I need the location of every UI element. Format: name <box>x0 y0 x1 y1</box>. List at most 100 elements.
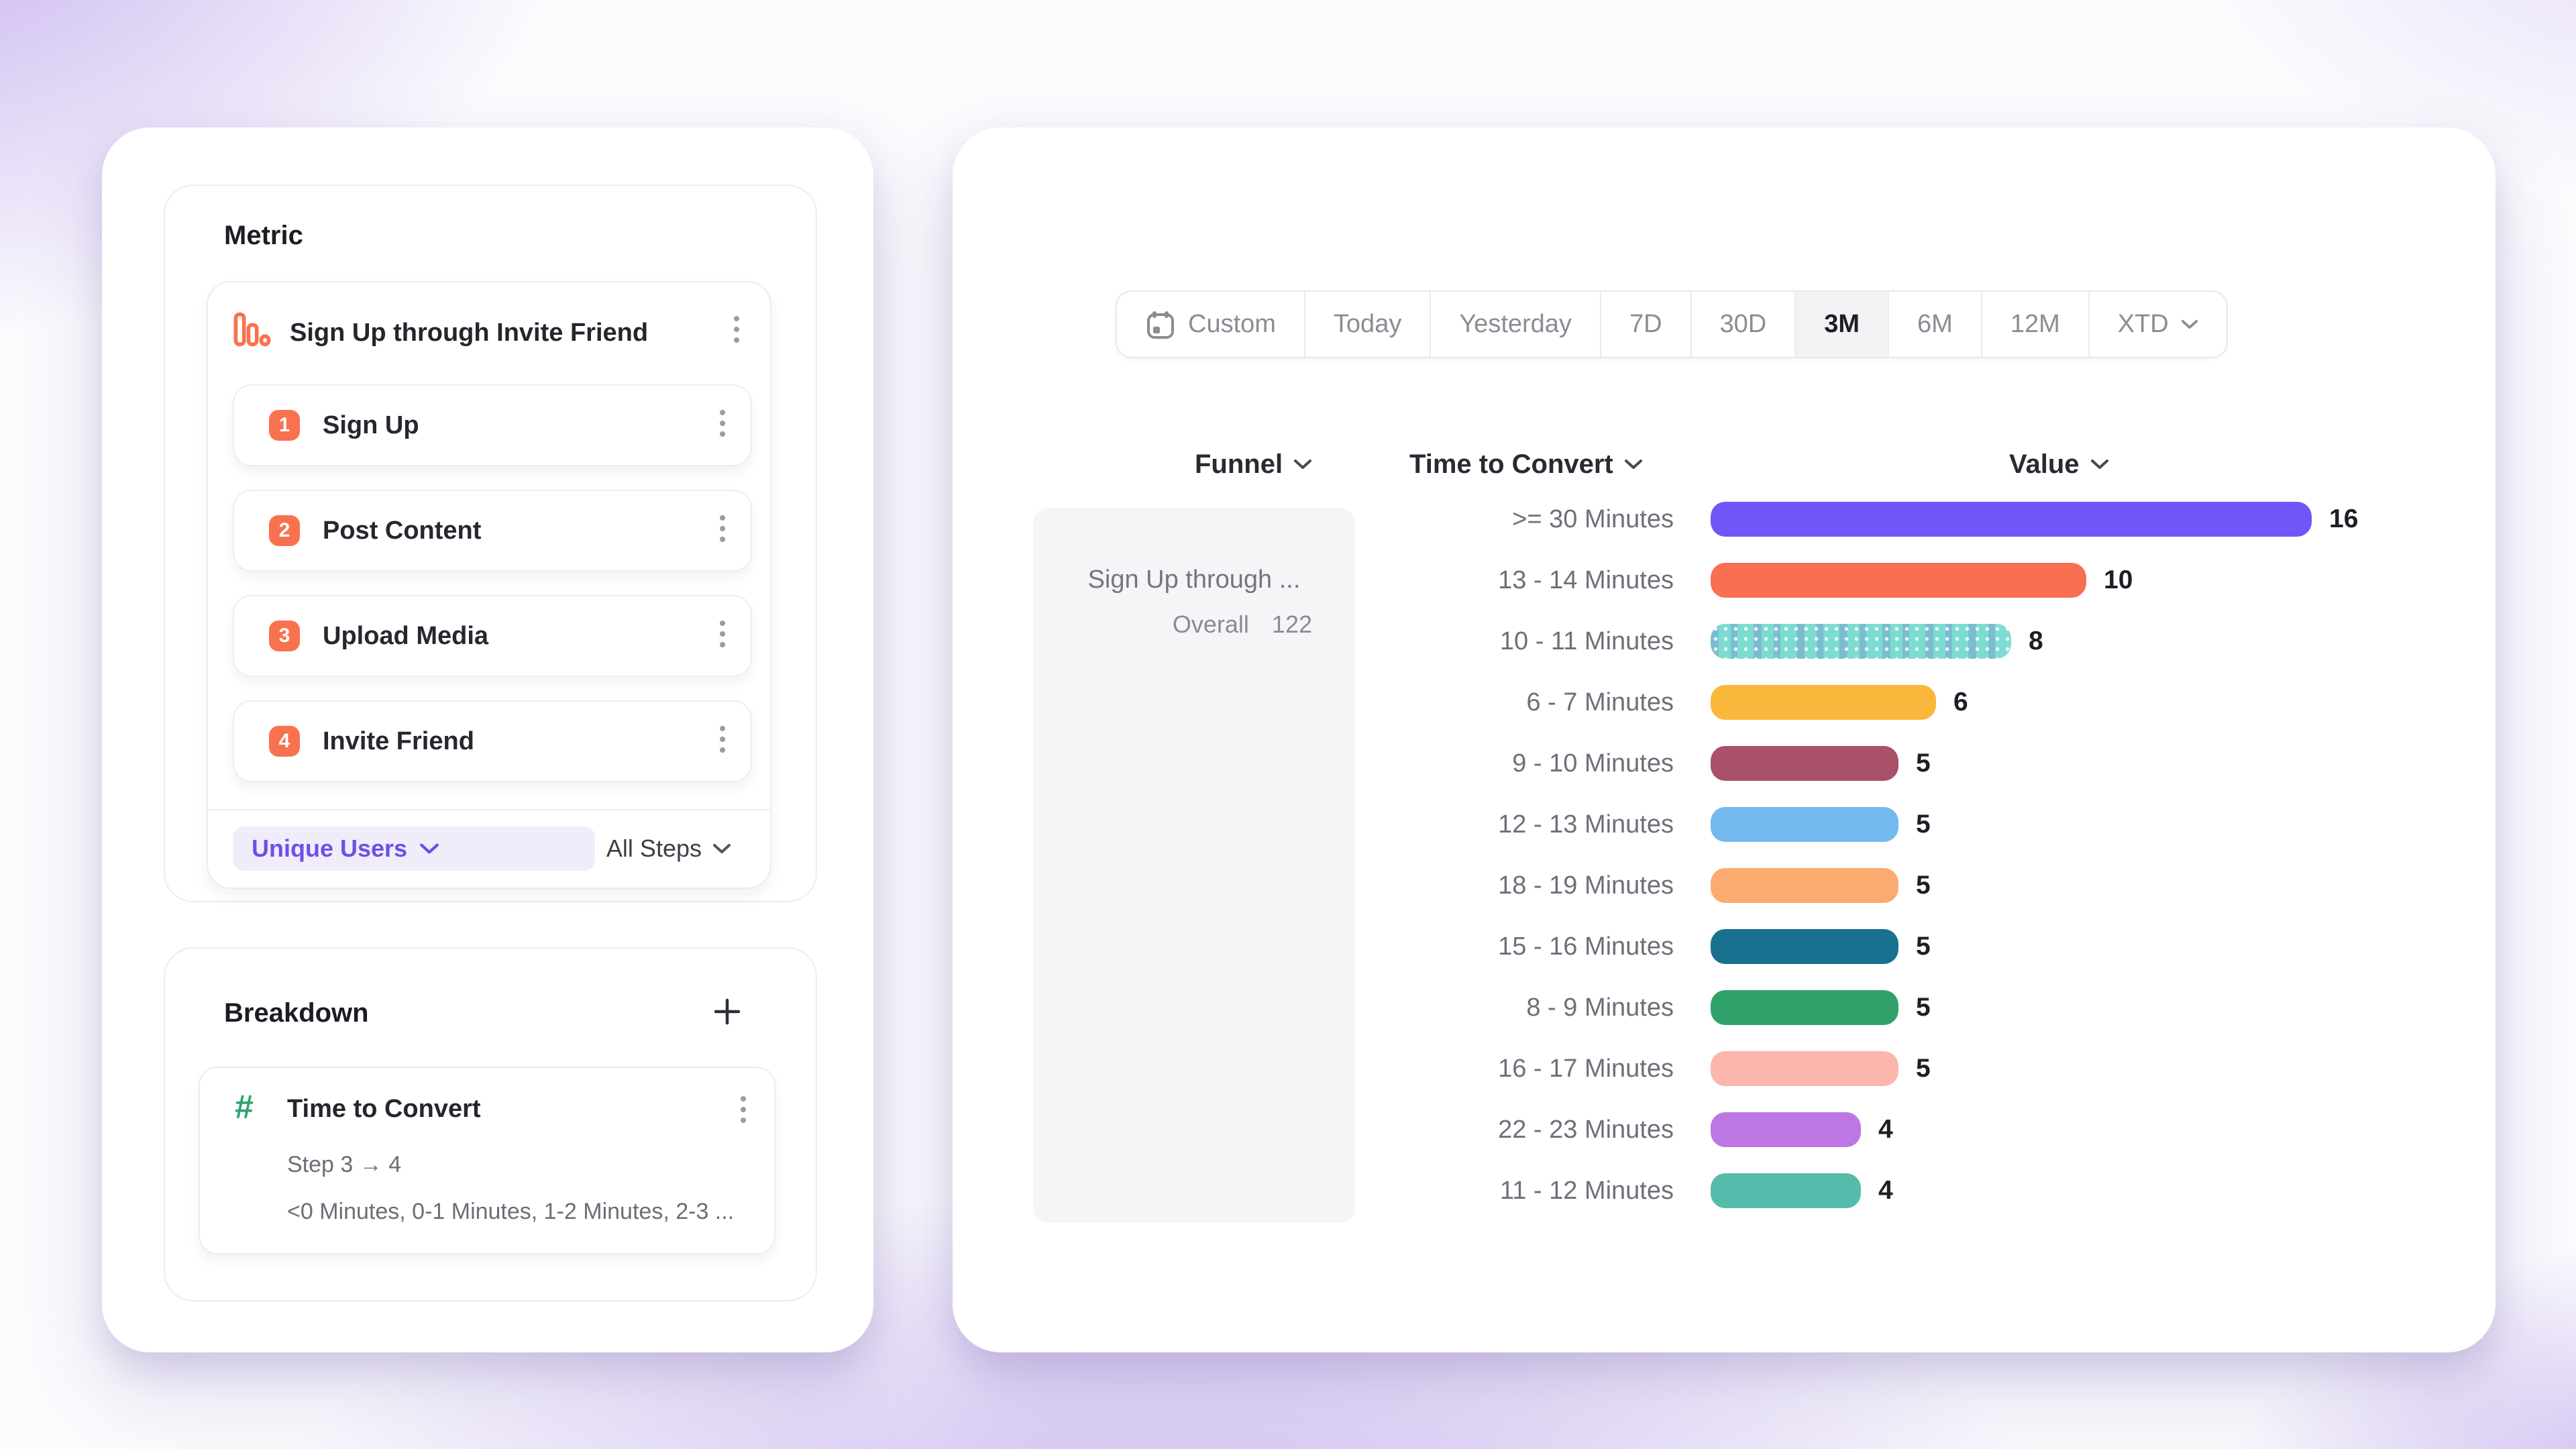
column-header-value-label: Value <box>2009 449 2080 479</box>
chevron-down-icon <box>2181 319 2198 329</box>
column-header-value[interactable]: Value <box>2009 448 2109 480</box>
funnel-step-row-2[interactable]: 2 Post Content <box>233 490 752 572</box>
chart-category-label: 15 - 16 Minutes <box>1498 932 1674 961</box>
column-header-breakdown[interactable]: Time to Convert <box>1409 448 1643 480</box>
chevron-down-icon <box>420 843 439 853</box>
breakdown-section: Breakdown # Time to Convert Step 3 → 4 <… <box>164 947 817 1301</box>
chart-bar[interactable] <box>1711 1112 1861 1147</box>
time-range-option-3m[interactable]: 3M <box>1796 292 1890 357</box>
funnel-summary-title: Sign Up through ... <box>1087 566 1301 594</box>
measurement-dropdown[interactable]: Unique Users <box>233 826 595 871</box>
chart-value-label: 16 <box>2329 504 2359 533</box>
funnel-step-row-3[interactable]: 3 Upload Media <box>233 595 752 677</box>
step-label: Upload Media <box>323 622 489 650</box>
chart-value-label: 5 <box>1916 1054 1931 1083</box>
more-options-icon[interactable] <box>720 515 725 542</box>
step-number-badge: 1 <box>269 410 300 441</box>
breakdown-step-range: Step 3 → 4 <box>287 1152 402 1177</box>
plus-icon <box>714 998 741 1025</box>
breakdown-property-card[interactable]: # Time to Convert Step 3 → 4 <0 Minutes,… <box>199 1067 775 1254</box>
chevron-down-icon <box>1294 459 1312 469</box>
chart-category-label: 12 - 13 Minutes <box>1498 810 1674 839</box>
more-options-icon[interactable] <box>734 316 739 343</box>
chevron-down-icon <box>713 843 731 853</box>
chart-category-label: 13 - 14 Minutes <box>1498 566 1674 594</box>
time-range-option-6m[interactable]: 6M <box>1889 292 1982 357</box>
breakdown-property-title: Time to Convert <box>287 1095 481 1123</box>
steps-scope-label: All Steps <box>606 835 702 862</box>
more-options-icon[interactable] <box>741 1096 746 1123</box>
more-options-icon[interactable] <box>720 410 725 437</box>
chart-value-label: 4 <box>1878 1176 1893 1205</box>
time-range-selector: Custom Today Yesterday 7D 30D 3M 6M 12M XTD <box>1116 290 2228 358</box>
report-card: Custom Today Yesterday 7D 30D 3M 6M 12M XTD Funn… <box>953 127 2496 1352</box>
more-options-icon[interactable] <box>720 621 725 647</box>
chart-row: 9 - 10 Minutes 5 <box>953 746 2496 781</box>
chart-bar[interactable] <box>1711 685 1936 720</box>
chart-value-label: 5 <box>1916 749 1931 777</box>
column-header-funnel[interactable]: Funnel <box>1195 448 1312 480</box>
chart-bar[interactable] <box>1711 990 1898 1025</box>
calendar-icon <box>1147 311 1174 339</box>
chart-value-label: 5 <box>1916 932 1931 961</box>
overall-value: 122 <box>1271 610 1312 638</box>
chart-value-label: 5 <box>1916 871 1931 900</box>
chart-category-label: 11 - 12 Minutes <box>1499 1177 1674 1205</box>
chart-row: 13 - 14 Minutes 10 <box>953 563 2496 598</box>
time-range-option-custom[interactable]: Custom <box>1117 292 1305 357</box>
chart-row: 12 - 13 Minutes 5 <box>953 807 2496 842</box>
chart-bar[interactable] <box>1711 929 1898 964</box>
time-range-option-12m[interactable]: 12M <box>1982 292 2090 357</box>
chart-row: 15 - 16 Minutes 5 <box>953 929 2496 964</box>
chart-category-label: 22 - 23 Minutes <box>1498 1116 1674 1144</box>
chart-row: 6 - 7 Minutes 6 <box>953 685 2496 720</box>
chart-category-label: 9 - 10 Minutes <box>1512 749 1674 777</box>
time-range-option-30d[interactable]: 30D <box>1692 292 1796 357</box>
chart-bar[interactable] <box>1711 624 2011 659</box>
chart-value-label: 6 <box>1953 688 1968 716</box>
funnel-summary-panel[interactable]: Sign Up through ... Overall 122 <box>1033 508 1355 1223</box>
chart-category-label: 6 - 7 Minutes <box>1526 688 1674 716</box>
chart-bar[interactable] <box>1711 1173 1861 1208</box>
time-range-option-xtd[interactable]: XTD <box>2090 292 2226 357</box>
funnel-step-row-1[interactable]: 1 Sign Up <box>233 384 752 466</box>
add-breakdown-button[interactable] <box>708 993 746 1030</box>
chart-category-label: 8 - 9 Minutes <box>1526 994 1674 1022</box>
chart-bar[interactable] <box>1711 502 2312 537</box>
funnel-metric-card[interactable]: Sign Up through Invite Friend 1 Sign Up 2 P… <box>207 281 771 889</box>
time-range-option-today[interactable]: Today <box>1305 292 1432 357</box>
bar-chart: >= 30 Minutes 16 13 - 14 Minutes 10 10 - 11 … <box>953 127 2496 1352</box>
chevron-down-icon <box>1624 459 1642 469</box>
steps-scope-dropdown[interactable]: All Steps <box>606 826 731 871</box>
step-label: Invite Friend <box>323 727 474 755</box>
chart-bar[interactable] <box>1711 1051 1898 1086</box>
more-options-icon[interactable] <box>720 726 725 753</box>
query-builder-card: Metric Sign Up through Invite Friend 1 Si… <box>102 127 873 1352</box>
chart-value-label: 5 <box>1916 993 1931 1022</box>
step-label: Post Content <box>323 517 482 545</box>
funnel-bars-icon <box>233 312 271 350</box>
chart-row: 11 - 12 Minutes 4 <box>953 1173 2496 1208</box>
hash-icon: # <box>235 1088 254 1126</box>
chart-value-label: 5 <box>1916 810 1931 839</box>
column-header-breakdown-label: Time to Convert <box>1409 449 1613 479</box>
chart-row: 8 - 9 Minutes 5 <box>953 990 2496 1025</box>
chart-row: 18 - 19 Minutes 5 <box>953 868 2496 903</box>
measurement-dropdown-label: Unique Users <box>252 835 408 862</box>
chart-bar[interactable] <box>1711 746 1898 781</box>
step-number-badge: 2 <box>269 515 300 546</box>
funnel-step-row-4[interactable]: 4 Invite Friend <box>233 700 752 782</box>
time-range-option-7d[interactable]: 7D <box>1601 292 1692 357</box>
chart-category-label: 16 - 17 Minutes <box>1498 1055 1674 1083</box>
chart-value-label: 4 <box>1878 1115 1893 1144</box>
time-range-option-yesterday[interactable]: Yesterday <box>1431 292 1601 357</box>
chart-row: 10 - 11 Minutes 8 <box>953 624 2496 659</box>
chart-bar[interactable] <box>1711 807 1898 842</box>
overall-label: Overall <box>1172 610 1249 638</box>
chart-bar[interactable] <box>1711 563 2086 598</box>
chart-row: 22 - 23 Minutes 4 <box>953 1112 2496 1147</box>
breakdown-values-preview: <0 Minutes, 0-1 Minutes, 1-2 Minutes, 2-… <box>287 1199 735 1224</box>
funnel-metric-title: Sign Up through Invite Friend <box>290 319 649 347</box>
step-number-badge: 4 <box>269 726 300 757</box>
chart-bar[interactable] <box>1711 868 1898 903</box>
